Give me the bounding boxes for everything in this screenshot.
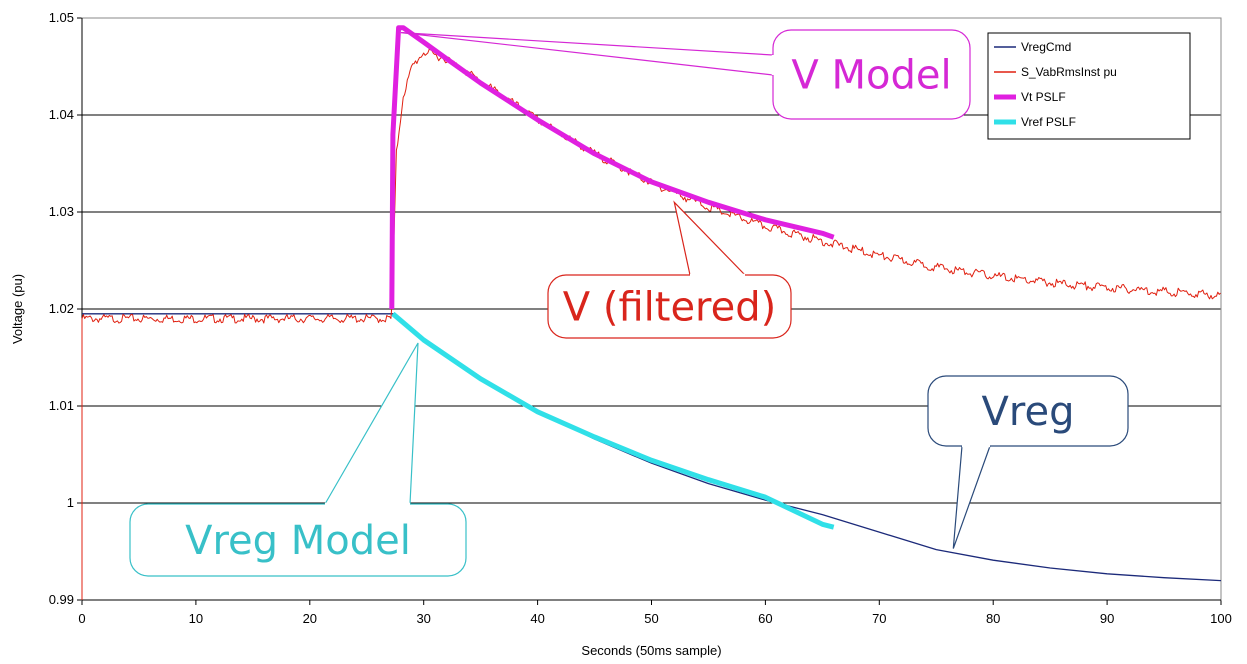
y-tick-label: 1.05: [49, 10, 74, 25]
callout-label: V (filtered): [563, 285, 776, 331]
legend-label: Vt PSLF: [1021, 90, 1066, 104]
legend-box: [987, 32, 1191, 140]
callout-label: V Model: [791, 53, 951, 99]
callout-v-filtered-: V (filtered): [547, 200, 792, 339]
y-tick-label: 1.02: [49, 301, 74, 316]
callouts: V Model V (filtered) Vreg Vreg Model: [129, 29, 1129, 577]
y-tick-label: 0.99: [49, 592, 74, 607]
y-tick-label: 1.01: [49, 398, 74, 413]
callout-label: Vreg: [982, 389, 1075, 435]
x-tick-label: 10: [189, 611, 203, 626]
callout-vreg: Vreg: [927, 375, 1129, 549]
x-tick-label: 100: [1210, 611, 1232, 626]
callout-pointer: [952, 445, 991, 549]
y-axis-title: Voltage (pu): [10, 274, 25, 344]
x-tick-label: 20: [303, 611, 317, 626]
legend: VregCmd S_VabRmsInst pu Vt PSLF Vref PSLF: [987, 32, 1191, 140]
callout-vreg-model: Vreg Model: [129, 342, 467, 577]
x-tick-label: 90: [1100, 611, 1114, 626]
y-tick-label: 1.04: [49, 107, 74, 122]
series-lines: [81, 25, 1222, 600]
y-tick-label: 1: [67, 495, 74, 510]
callout-pointer: [673, 200, 746, 276]
x-tick-label: 60: [758, 611, 772, 626]
x-tick-label: 0: [78, 611, 85, 626]
legend-label: Vref PSLF: [1021, 115, 1076, 129]
callout-box: [547, 274, 792, 339]
legend-label: VregCmd: [1021, 40, 1071, 54]
series-line-vt-pslf: [389, 25, 835, 310]
callout-pointer: [400, 32, 774, 76]
callout-box: [927, 375, 1129, 447]
x-axis-title: Seconds (50ms sample): [581, 643, 721, 658]
callout-box: [129, 503, 467, 577]
callout-label: Vreg Model: [185, 518, 411, 564]
x-tick-label: 70: [872, 611, 886, 626]
axes: 0.99 1 1.01 1.02 1.03 1.04 1.05 0 10 20 30 40 50 60 70…: [49, 10, 1232, 626]
series-line-s-vabrmsinst-pu: [81, 48, 1221, 600]
legend-label: S_VabRmsInst pu: [1021, 65, 1117, 79]
series-line-vref-pslf: [391, 311, 835, 530]
y-tick-label: 1.03: [49, 204, 74, 219]
x-tick-label: 30: [416, 611, 430, 626]
callout-v-model: V Model: [400, 29, 971, 120]
x-tick-label: 40: [530, 611, 544, 626]
x-tick-label: 50: [644, 611, 658, 626]
x-tick-label: 80: [986, 611, 1000, 626]
callout-pointer: [324, 342, 419, 505]
